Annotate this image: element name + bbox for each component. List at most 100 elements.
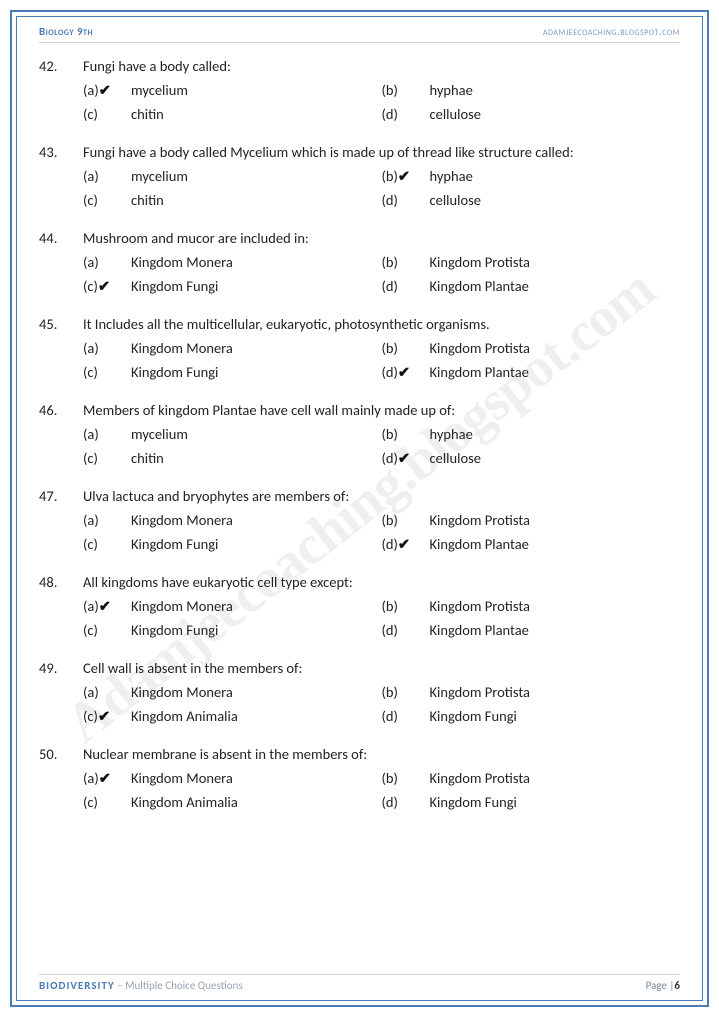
option-text: Kingdom Protista (430, 253, 530, 271)
option-label: (b) (382, 769, 430, 787)
option-letter: (c) (83, 621, 98, 639)
option: (d)✔Kingdom Plantae (382, 535, 681, 553)
option-label: (c) (83, 363, 131, 381)
option-letter: (b) (382, 81, 398, 99)
question-number: 43. (39, 143, 83, 161)
option-text: Kingdom Monera (131, 253, 233, 271)
options-grid: (a)✔Kingdom Monera(b)Kingdom Protista(c)… (83, 769, 680, 811)
option: (a)Kingdom Monera (83, 511, 382, 529)
question-text: Nuclear membrane is absent in the member… (83, 745, 680, 763)
option-text: Kingdom Protista (430, 339, 530, 357)
option-letter: (d) (382, 793, 398, 811)
option-label: (b) (382, 511, 430, 529)
option-letter: (d) (382, 621, 398, 639)
option-label: (c) (83, 621, 131, 639)
option-letter: (b) (382, 683, 398, 701)
check-icon: ✔ (99, 81, 113, 99)
question: 49.Cell wall is absent in the members of… (39, 659, 680, 725)
question-text: Members of kingdom Plantae have cell wal… (83, 401, 680, 419)
option-text: hyphae (430, 81, 473, 99)
option-letter: (c) (83, 105, 98, 123)
question: 50.Nuclear membrane is absent in the mem… (39, 745, 680, 811)
option-letter: (b) (382, 597, 398, 615)
question-text: It Includes all the multicellular, eukar… (83, 315, 680, 333)
question: 42.Fungi have a body called:(a)✔mycelium… (39, 57, 680, 123)
question-row: 45.It Includes all the multicellular, eu… (39, 315, 680, 333)
option-letter: (a) (83, 683, 99, 701)
question-text: Fungi have a body called Mycelium which … (83, 143, 680, 161)
question-number: 42. (39, 57, 83, 75)
question-number: 50. (39, 745, 83, 763)
option-text: Kingdom Plantae (430, 277, 529, 295)
option-letter: (c) (83, 363, 98, 381)
check-icon: ✔ (99, 597, 113, 615)
option: (c)Kingdom Fungi (83, 363, 382, 381)
option-label: (c)✔ (83, 707, 131, 725)
option-label: (d) (382, 621, 430, 639)
question-number: 44. (39, 229, 83, 247)
option-label: (d)✔ (382, 535, 430, 553)
options-grid: (a)✔Kingdom Monera(b)Kingdom Protista(c)… (83, 597, 680, 639)
footer-left: BIODIVERSITY – Multiple Choice Questions (39, 979, 243, 992)
check-icon: ✔ (98, 277, 112, 295)
option-letter: (c) (83, 191, 98, 209)
option-text: Kingdom Animalia (131, 793, 238, 811)
option-label: (d) (382, 793, 430, 811)
footer-page-label: Page | (646, 979, 675, 992)
check-icon: ✔ (398, 535, 412, 553)
footer-topic: BIODIVERSITY (39, 979, 115, 992)
option-letter: (b) (382, 425, 398, 443)
option-label: (a) (83, 425, 131, 443)
option-text: Kingdom Animalia (131, 707, 238, 725)
option: (a)Kingdom Monera (83, 339, 382, 357)
option: (a)Kingdom Monera (83, 253, 382, 271)
option: (d) cellulose (382, 191, 681, 209)
question-row: 43.Fungi have a body called Mycelium whi… (39, 143, 680, 161)
options-grid: (a)Kingdom Monera(b)Kingdom Protista(c)✔… (83, 683, 680, 725)
option-label: (c) (83, 191, 131, 209)
option-text: hyphae (430, 425, 473, 443)
option: (c)Kingdom Fungi (83, 535, 382, 553)
page-inner-border: Biology 9th adamjeecoaching.blogspot.com… (16, 16, 703, 1001)
option-label: (b)✔ (382, 167, 430, 185)
option-letter: (d) (382, 191, 398, 209)
option-letter: (a) (83, 769, 99, 787)
option-text: Kingdom Fungi (131, 535, 218, 553)
option-label: (a) (83, 683, 131, 701)
option-label: (a)✔ (83, 81, 131, 99)
check-icon: ✔ (398, 167, 412, 185)
page-header: Biology 9th adamjeecoaching.blogspot.com (39, 25, 680, 43)
check-icon: ✔ (99, 769, 113, 787)
option-text: Kingdom Plantae (430, 363, 529, 381)
option-letter: (a) (83, 339, 99, 357)
option-letter: (b) (382, 167, 398, 185)
option-text: Kingdom Monera (131, 511, 233, 529)
question: 43.Fungi have a body called Mycelium whi… (39, 143, 680, 209)
option-letter: (b) (382, 511, 398, 529)
option-text: Kingdom Protista (430, 683, 530, 701)
option-label: (a) (83, 511, 131, 529)
option-letter: (a) (83, 425, 99, 443)
option: (c)chitin (83, 449, 382, 467)
option-label: (a) (83, 167, 131, 185)
option-label: (b) (382, 683, 430, 701)
question-number: 47. (39, 487, 83, 505)
question-row: 44.Mushroom and mucor are included in: (39, 229, 680, 247)
option: (b)Kingdom Protista (382, 253, 681, 271)
option: (b)✔hyphae (382, 167, 681, 185)
option-text: hyphae (430, 167, 473, 185)
options-grid: (a)mycelium(b)hyphae(c)chitin(d)✔cellulo… (83, 425, 680, 467)
option-letter: (d) (382, 707, 398, 725)
option-label: (a)✔ (83, 597, 131, 615)
option-text: Kingdom Monera (131, 769, 233, 787)
option-text: Kingdom Protista (430, 597, 530, 615)
option-letter: (c) (83, 793, 98, 811)
option-text: cellulose (430, 191, 481, 209)
footer-page: Page |6 (646, 979, 680, 992)
option-label: (d) (382, 277, 430, 295)
option-label: (d) (382, 707, 430, 725)
question: 46.Members of kingdom Plantae have cell … (39, 401, 680, 467)
option-text: chitin (131, 449, 164, 467)
option-label: (d)✔ (382, 363, 430, 381)
page-outer-border: Biology 9th adamjeecoaching.blogspot.com… (10, 10, 709, 1007)
